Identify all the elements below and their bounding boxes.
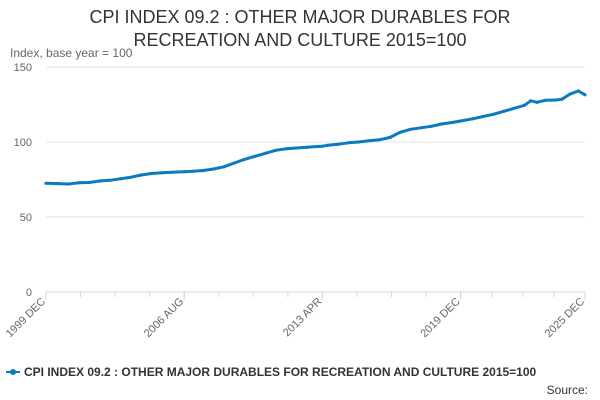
data-point[interactable] bbox=[108, 178, 112, 182]
data-point[interactable] bbox=[471, 117, 475, 121]
data-point[interactable] bbox=[274, 148, 278, 152]
data-point[interactable] bbox=[529, 99, 533, 103]
data-point[interactable] bbox=[554, 98, 558, 102]
data-point[interactable] bbox=[139, 173, 143, 177]
series-group bbox=[44, 89, 587, 186]
legend-series-label: CPI INDEX 09.2 : OTHER MAJOR DURABLES FO… bbox=[24, 365, 537, 379]
data-point[interactable] bbox=[243, 157, 247, 161]
data-point[interactable] bbox=[201, 168, 205, 173]
data-point[interactable] bbox=[440, 122, 444, 126]
data-point[interactable] bbox=[450, 120, 454, 125]
data-point[interactable] bbox=[232, 161, 236, 165]
data-point[interactable] bbox=[191, 169, 195, 173]
data-point[interactable] bbox=[491, 112, 495, 116]
x-tick-labels: 1999 DEC 2006 AUG 2013 APR 2019 DEC 2025 DEC bbox=[4, 296, 587, 340]
data-point[interactable] bbox=[522, 103, 527, 107]
chart-title: CPI INDEX 09.2 : OTHER MAJOR DURABLES FO… bbox=[89, 7, 511, 50]
y-tick-label: 150 bbox=[14, 62, 32, 74]
data-point[interactable] bbox=[182, 170, 186, 174]
data-point[interactable] bbox=[170, 170, 174, 174]
data-point[interactable] bbox=[377, 138, 381, 142]
data-point[interactable] bbox=[408, 127, 413, 131]
data-point[interactable] bbox=[77, 181, 81, 185]
data-point[interactable] bbox=[357, 140, 361, 144]
data-point[interactable] bbox=[388, 135, 392, 140]
data-point[interactable] bbox=[87, 180, 91, 185]
data-point[interactable] bbox=[44, 181, 48, 185]
data-point[interactable] bbox=[481, 114, 485, 119]
source-label: Source: bbox=[546, 383, 588, 397]
x-axis bbox=[45, 291, 586, 300]
data-point[interactable] bbox=[535, 100, 539, 104]
data-point[interactable] bbox=[398, 130, 402, 134]
data-point[interactable] bbox=[174, 170, 178, 174]
y-tick-label: 0 bbox=[26, 287, 32, 299]
y-axis-label: Index, base year = 100 bbox=[10, 46, 133, 60]
data-point[interactable] bbox=[263, 151, 267, 155]
data-point[interactable] bbox=[66, 182, 71, 186]
data-point[interactable] bbox=[56, 182, 60, 186]
data-point[interactable] bbox=[97, 179, 102, 183]
y-tick-label: 50 bbox=[20, 212, 32, 224]
data-point[interactable] bbox=[459, 119, 463, 123]
data-point[interactable] bbox=[129, 175, 133, 179]
data-point[interactable] bbox=[222, 165, 226, 169]
data-point[interactable] bbox=[160, 171, 164, 175]
data-point[interactable] bbox=[568, 92, 572, 96]
data-point[interactable] bbox=[583, 93, 587, 97]
data-point[interactable] bbox=[543, 98, 547, 102]
legend[interactable]: CPI INDEX 09.2 : OTHER MAJOR DURABLES FO… bbox=[6, 365, 536, 379]
data-point[interactable] bbox=[253, 154, 257, 158]
data-point[interactable] bbox=[118, 177, 122, 181]
data-point[interactable] bbox=[149, 171, 153, 176]
data-point[interactable] bbox=[576, 89, 581, 93]
legend-series-marker bbox=[6, 367, 20, 377]
data-point[interactable] bbox=[294, 146, 299, 150]
grid-lines bbox=[46, 66, 585, 293]
data-point[interactable] bbox=[346, 141, 350, 145]
data-point[interactable] bbox=[320, 144, 324, 148]
y-tick-label: 100 bbox=[14, 137, 32, 149]
data-point[interactable] bbox=[326, 143, 330, 147]
x-tick-label: 1999 DEC bbox=[4, 296, 48, 340]
data-point[interactable] bbox=[367, 139, 371, 143]
x-tick-label: 2025 DEC bbox=[543, 296, 587, 340]
data-point[interactable] bbox=[212, 167, 216, 171]
data-point[interactable] bbox=[429, 124, 433, 128]
data-point[interactable] bbox=[315, 144, 319, 149]
x-tick-label: 2006 AUG bbox=[142, 296, 186, 340]
x-tick-label: 2019 DEC bbox=[418, 296, 462, 340]
data-point[interactable] bbox=[512, 106, 516, 110]
data-point[interactable] bbox=[419, 126, 423, 130]
data-point[interactable] bbox=[336, 142, 340, 146]
data-point[interactable] bbox=[284, 147, 288, 151]
x-tick-label: 2013 APR bbox=[281, 296, 325, 340]
y-tick-labels: 0 50 100 150 bbox=[14, 62, 32, 299]
data-point[interactable] bbox=[502, 109, 506, 113]
series-line[interactable] bbox=[45, 89, 586, 186]
data-point[interactable] bbox=[305, 145, 309, 149]
data-point[interactable] bbox=[560, 97, 564, 101]
